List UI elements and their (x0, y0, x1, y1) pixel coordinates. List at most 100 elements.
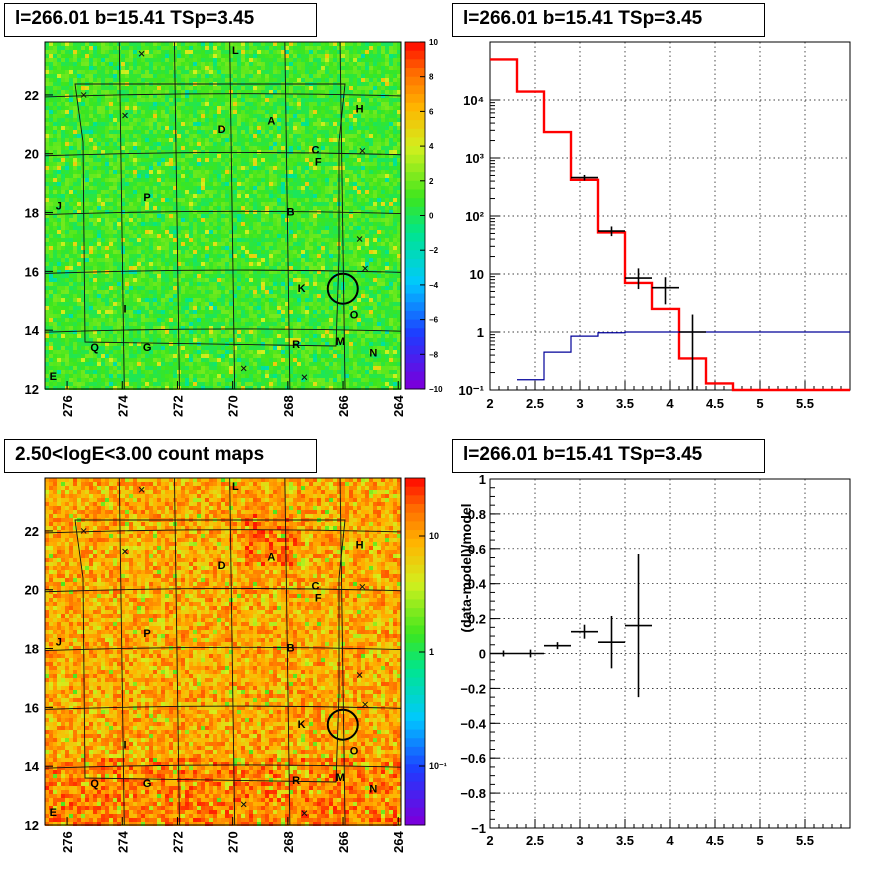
y-tick-label: 10 (470, 267, 484, 282)
longitude-line (174, 41, 180, 390)
source-marker (301, 810, 308, 817)
source-label: H (356, 104, 364, 116)
x-tick-label: 2 (486, 396, 493, 411)
x-tick-label: 270 (226, 831, 241, 853)
source-label: J (56, 637, 62, 649)
y-tick-label: 1 (479, 472, 486, 487)
y-tick-label: 10⁻¹ (458, 383, 484, 398)
target-circle (326, 708, 359, 741)
roi-outline (74, 519, 346, 783)
panel-title-top-left: l=266.01 b=15.41 TSp=3.45 (4, 3, 317, 37)
source-marker (301, 374, 308, 381)
panel-title-top-right: l=266.01 b=15.41 TSp=3.45 (452, 3, 765, 37)
x-tick-label: 268 (281, 831, 296, 853)
source-label: R (292, 775, 300, 787)
x-tick-label: 266 (336, 831, 351, 853)
coordinate-grid-0 (44, 41, 402, 390)
plot-frame (44, 41, 402, 390)
x-tick-label: 5.5 (796, 396, 814, 411)
colorbar-tick-label: 10⁻¹ (429, 761, 447, 771)
source-marker (356, 236, 363, 242)
plot-frame (44, 477, 402, 826)
y-tick-label: 0.8 (468, 507, 486, 522)
heatmap-panel-2 (44, 477, 426, 826)
source-label: F (315, 593, 322, 605)
y-tick-label: −0.8 (460, 786, 486, 801)
x-tick-label: 3.5 (616, 396, 634, 411)
x-tick-label: 264 (391, 831, 406, 853)
latitude-line (44, 588, 402, 593)
source-label: E (50, 371, 57, 383)
y-tick-label: 20 (25, 147, 39, 162)
x-tick-label: 2.5 (526, 833, 544, 848)
latitude-line (44, 529, 402, 534)
source-marker (359, 147, 366, 154)
longitude-line (118, 41, 125, 390)
x-tick-label: 270 (226, 395, 241, 417)
y-tick-label: 14 (25, 759, 40, 774)
source-label: O (350, 745, 359, 757)
latitude-line (44, 93, 402, 98)
x-tick-label: 2 (486, 833, 493, 848)
y-tick-label: 14 (25, 323, 40, 338)
colorbar-tick-label: −2 (429, 246, 439, 255)
x-tick-label: 5 (756, 396, 763, 411)
latitude-line (44, 764, 402, 769)
colorbar-tick-label: 1 (429, 647, 434, 657)
source-label: L (232, 45, 239, 57)
latitude-line (44, 152, 402, 157)
latitude-line (44, 646, 402, 652)
colorbar-tick-label: 6 (429, 107, 434, 116)
source-label: D (218, 124, 226, 136)
y-tick-label: 0.2 (468, 612, 486, 627)
x-tick-label: 4.5 (706, 396, 724, 411)
source-label: E (50, 807, 57, 819)
y-tick-label: 12 (25, 382, 39, 397)
source-label: Q (90, 342, 99, 354)
y-tick-label: 1 (477, 325, 484, 340)
y-tick-label: −0.4 (460, 716, 486, 731)
source-label: G (143, 342, 152, 354)
longitude-line (118, 477, 125, 826)
source-label: C (311, 581, 319, 593)
source-label: J (56, 201, 62, 213)
x-tick-label: 4.5 (706, 833, 724, 848)
latitude-line (44, 328, 402, 333)
x-tick-label: 276 (60, 831, 75, 853)
source-label: I (123, 740, 126, 752)
colorbar-tick-label: 4 (429, 142, 434, 151)
source-label: I (123, 304, 126, 316)
source-marker (80, 92, 87, 98)
source-label: B (287, 207, 295, 219)
source-marker (362, 701, 368, 708)
source-label: K (298, 719, 306, 731)
source-label: H (356, 540, 364, 552)
x-tick-label: 3.5 (616, 833, 634, 848)
y-tick-label: −1 (471, 821, 486, 836)
source-label: P (143, 192, 150, 204)
y-tick-label: 22 (25, 524, 39, 539)
x-tick-label: 5 (756, 833, 763, 848)
roi-outline (74, 83, 346, 347)
y-tick-label: 22 (25, 88, 39, 103)
colorbar-tick-label: −8 (429, 350, 439, 359)
colorbar-tick-label: −10 (429, 385, 443, 394)
source-marker (122, 548, 128, 555)
latitude-line (44, 705, 402, 710)
y-tick-label: −0.2 (460, 681, 486, 696)
longitude-line (339, 41, 346, 390)
colorbar-tick-label: −6 (429, 316, 439, 325)
y-tick-label: 10⁴ (463, 93, 484, 108)
source-marker (359, 583, 366, 590)
source-label: A (267, 551, 275, 563)
source-label: A (267, 115, 275, 127)
source-marker (122, 112, 128, 119)
source-label: R (292, 339, 300, 351)
y-tick-label: 18 (25, 642, 39, 657)
x-tick-label: 276 (60, 395, 75, 417)
source-marker (240, 801, 247, 808)
colorbar-tick-label: 8 (429, 73, 434, 82)
x-tick-label: 4 (666, 396, 674, 411)
source-marker (80, 528, 87, 534)
